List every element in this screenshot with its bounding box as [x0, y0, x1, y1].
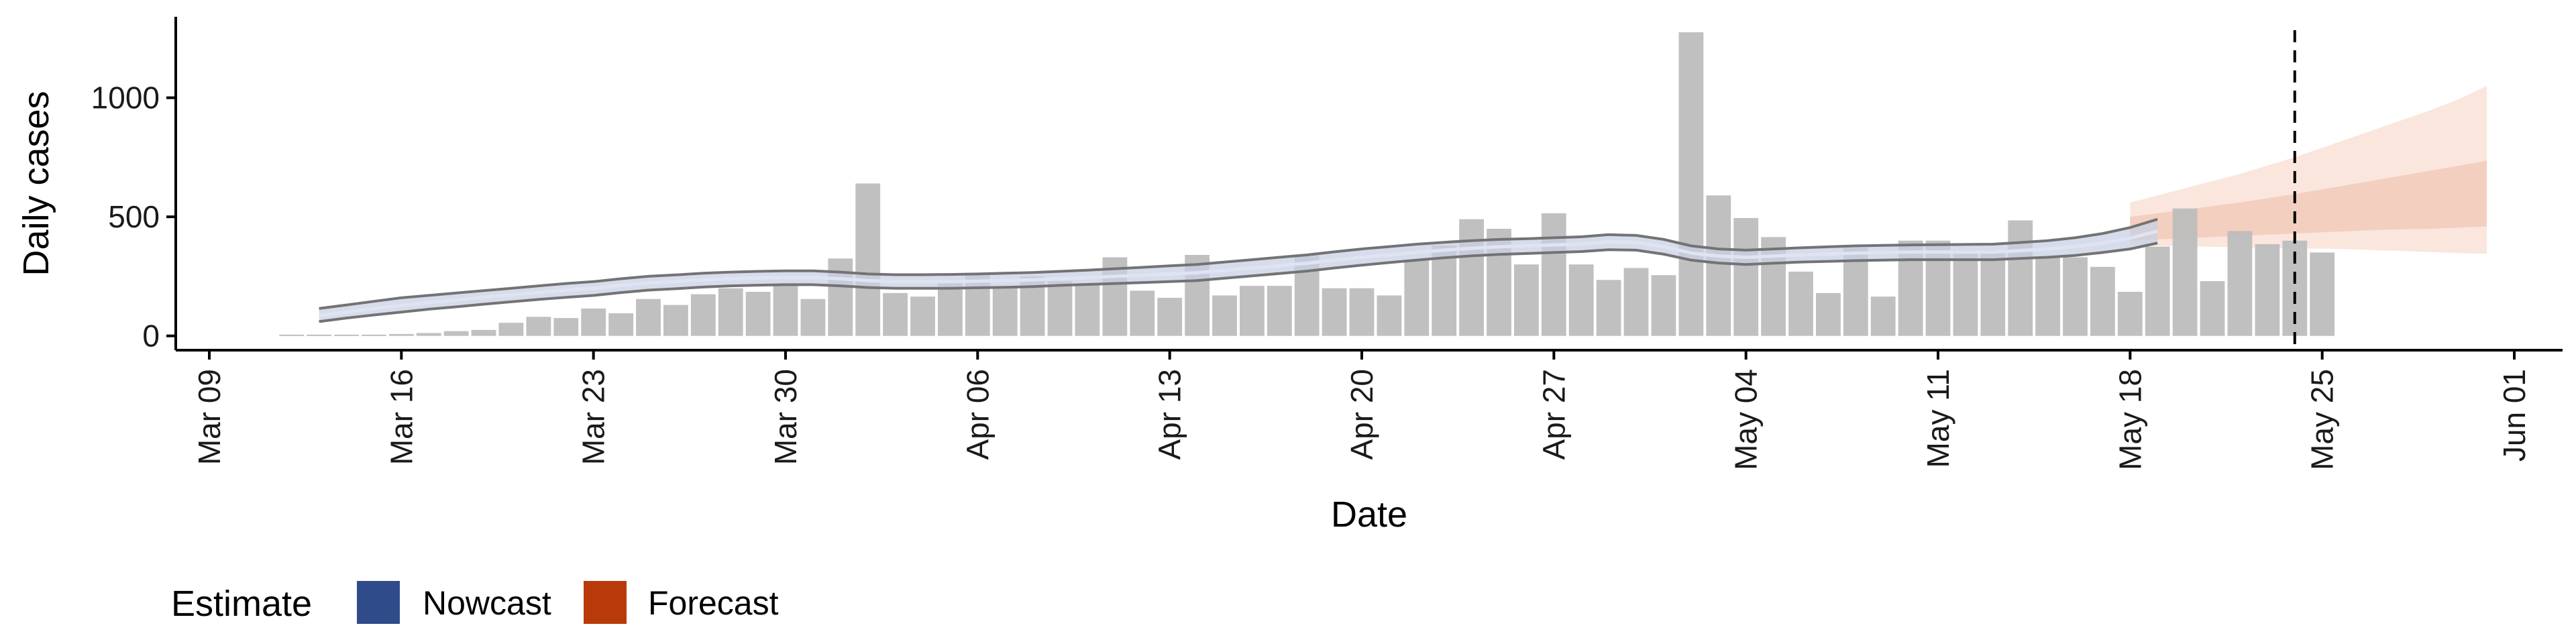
bar-day-5: [416, 333, 441, 336]
bar-day-3: [362, 334, 386, 336]
bar-day-40: [1377, 295, 1402, 336]
bar-day-51: [1678, 32, 1704, 336]
bar-day-42: [1432, 245, 1457, 336]
bar-day-9: [526, 317, 551, 336]
bar-day-47: [1568, 264, 1594, 336]
x-tick-label: Mar 16: [384, 369, 419, 465]
bar-day-69: [2172, 208, 2198, 336]
x-axis-title: Date: [1331, 494, 1407, 535]
bar-day-29: [1075, 283, 1100, 336]
x-tick-label: Apr 27: [1536, 369, 1571, 460]
forecast-bands: [2130, 86, 2487, 254]
bar-day-48: [1596, 280, 1621, 336]
bar-day-58: [1870, 297, 1896, 336]
legend-title: Estimate: [171, 584, 312, 624]
bar-day-11: [581, 308, 606, 336]
forecast-inner-band: [2130, 160, 2487, 241]
bar-day-7: [471, 329, 496, 336]
nowcast-bands: [319, 217, 2158, 323]
bar-day-21: [855, 183, 881, 336]
bar-day-36: [1267, 286, 1292, 336]
x-tick-label: Apr 06: [960, 369, 995, 460]
bar-day-49: [1623, 268, 1649, 336]
bar-day-71: [2227, 231, 2253, 336]
x-tick-label: Mar 23: [576, 369, 611, 465]
bar-day-41: [1404, 260, 1430, 336]
bar-day-39: [1349, 288, 1375, 336]
bar-day-10: [553, 318, 579, 336]
bar-day-8: [498, 323, 524, 336]
y-axis-ticks: 0 500 1000: [91, 80, 176, 354]
bar-day-70: [2200, 281, 2225, 336]
bar-day-63: [2008, 220, 2033, 336]
bar-day-19: [800, 299, 826, 336]
legend-key-forecast: [584, 581, 627, 624]
x-tick-label: Mar 30: [768, 369, 803, 465]
bar-day-22: [883, 292, 908, 336]
legend-label-nowcast: Nowcast: [423, 584, 551, 622]
y-tick-label: 500: [108, 199, 160, 234]
nowcast-median-line: [319, 229, 2158, 317]
bar-day-56: [1816, 292, 1841, 336]
bar-day-43: [1459, 219, 1484, 336]
bar-day-23: [910, 297, 935, 336]
legend-key-nowcast: [357, 581, 400, 624]
bar-day-38: [1322, 288, 1347, 336]
bar-day-66: [2090, 266, 2115, 336]
bar-day-26: [992, 286, 1018, 336]
x-tick-label: May 11: [1921, 369, 1955, 468]
bar-day-55: [1788, 271, 1813, 336]
bar-day-20: [828, 258, 853, 336]
x-axis-ticks: Mar 09 Mar 16 Mar 23 Mar 30 Apr 06 Apr 13 Apr …: [192, 350, 2532, 470]
bar-day-16: [718, 288, 743, 336]
x-tick-label: May 25: [2305, 369, 2340, 470]
bar-day-57: [1843, 248, 1868, 336]
y-axis-title: Daily cases: [16, 91, 56, 276]
x-tick-label: Jun 01: [2497, 369, 2532, 462]
bar-day-53: [1733, 218, 1759, 336]
x-tick-label: Apr 20: [1344, 369, 1379, 460]
y-tick-label: 1000: [91, 80, 160, 115]
legend: Estimate Nowcast Forecast: [171, 581, 779, 624]
bar-day-52: [1706, 195, 1731, 336]
x-tick-label: May 04: [1729, 369, 1764, 470]
bar-day-15: [690, 294, 716, 336]
bar-day-2: [334, 334, 359, 336]
bar-day-65: [2063, 257, 2088, 336]
nowcast-lower-line: [319, 241, 2158, 323]
bar-day-50: [1651, 275, 1676, 336]
bar-day-34: [1212, 295, 1237, 336]
bar-day-61: [1953, 250, 1978, 336]
y-tick-label: 0: [142, 319, 160, 354]
bar-day-46: [1541, 213, 1566, 336]
bar-day-12: [608, 313, 633, 336]
x-tick-label: Apr 13: [1152, 369, 1187, 460]
bar-day-0: [279, 334, 305, 336]
bar-day-4: [388, 333, 414, 336]
bar-day-68: [2145, 246, 2170, 336]
bar-day-35: [1240, 286, 1265, 336]
nowcast-upper-line: [319, 217, 2158, 310]
bar-day-31: [1130, 290, 1155, 336]
legend-label-forecast: Forecast: [648, 584, 779, 622]
bar-day-64: [2035, 257, 2060, 336]
x-tick-label: Mar 09: [192, 369, 227, 465]
bar-day-13: [636, 299, 661, 336]
bar-day-72: [2255, 244, 2280, 336]
bar-day-28: [1047, 281, 1073, 336]
bar-day-62: [1980, 250, 2006, 336]
observed-bars: [279, 32, 2335, 336]
bar-day-67: [2117, 292, 2143, 336]
bar-day-32: [1157, 297, 1183, 336]
x-tick-label: May 18: [2112, 369, 2147, 470]
bar-day-45: [1514, 264, 1539, 336]
bar-day-6: [443, 331, 469, 336]
bar-day-18: [773, 286, 798, 336]
bar-day-1: [307, 334, 331, 336]
bar-day-74: [2310, 252, 2335, 336]
bar-day-17: [745, 292, 771, 336]
bar-day-14: [663, 305, 688, 336]
